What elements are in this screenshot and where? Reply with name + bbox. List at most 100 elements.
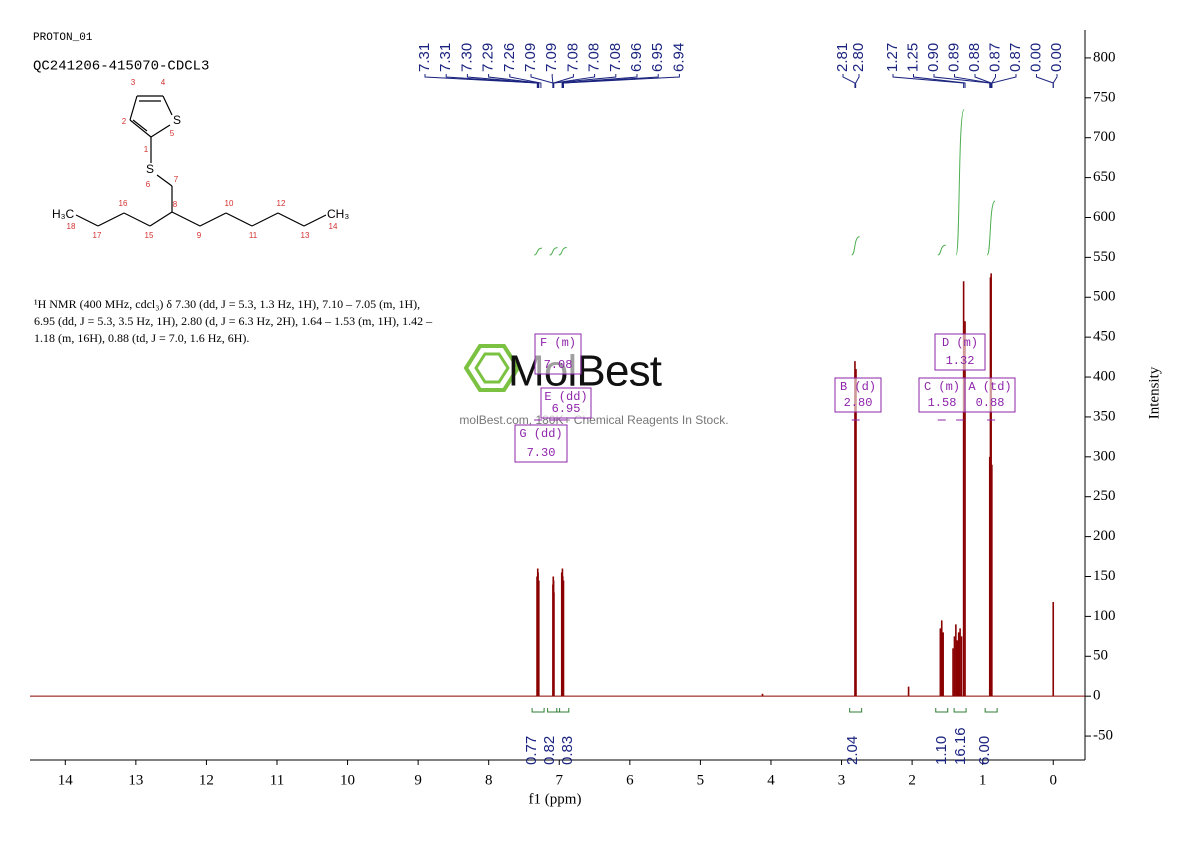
multiplet-label: A (td) — [968, 380, 1011, 394]
peak-label: 7.08 — [586, 43, 603, 72]
x-axis-label: f1 (ppm) — [529, 791, 582, 807]
peak-connector — [530, 74, 554, 88]
integral-bracket — [531, 708, 545, 713]
integral-label: 0.83 — [559, 736, 576, 765]
multiplet-label: B (d) — [840, 380, 876, 394]
atom-locant: 18 — [67, 222, 76, 231]
peak-label: 7.26 — [501, 43, 518, 72]
integral-curve — [937, 244, 946, 256]
y-tick-label: 0 — [1093, 688, 1101, 704]
atom-locant: 12 — [277, 199, 286, 208]
peak-connector — [509, 74, 542, 88]
peak-connector — [551, 74, 554, 88]
peak-connector — [855, 74, 860, 88]
atom-label: H₃C — [52, 207, 75, 221]
integral-bracket — [935, 708, 949, 713]
x-tick-label: 9 — [414, 772, 422, 788]
peak-label: 7.08 — [564, 43, 581, 72]
peak-connector — [562, 74, 680, 88]
multiplet-label: F (m) — [540, 336, 576, 350]
y-tick-label: 600 — [1093, 209, 1116, 225]
atom-locant: 10 — [225, 199, 234, 208]
peak-label: 0.89 — [945, 43, 962, 72]
y-tick-label: 100 — [1093, 608, 1116, 624]
atom-locant: 15 — [145, 231, 154, 240]
integral-curve — [558, 247, 567, 256]
atom-locant: 16 — [119, 199, 128, 208]
peak-connector — [488, 74, 540, 88]
y-tick-label: 150 — [1093, 568, 1116, 584]
atom-locant: 13 — [301, 231, 310, 240]
multiplet-box — [964, 377, 1016, 413]
header-line: PROTON_01 — [33, 32, 93, 44]
peak-label: 0.87 — [986, 43, 1003, 72]
y-tick-label: 500 — [1093, 289, 1116, 305]
x-tick-label: 2 — [908, 772, 916, 788]
watermark-brand: MolBest — [508, 347, 662, 396]
integral-bracket — [547, 708, 561, 713]
integral-bracket — [849, 708, 863, 713]
x-tick-label: 6 — [626, 772, 634, 788]
peak-connector — [991, 74, 996, 88]
atom-locant: 2 — [122, 117, 127, 126]
integral-curve — [986, 200, 996, 256]
y-tick-label: 350 — [1093, 408, 1116, 424]
atom-locant: 17 — [93, 231, 102, 240]
peak-label: 7.09 — [522, 43, 539, 72]
integral-curve — [851, 236, 860, 256]
multiplet-shift: 1.58 — [928, 396, 957, 410]
multiplet-label: G (dd) — [519, 427, 562, 441]
peak-label: 7.08 — [607, 43, 624, 72]
x-tick-label: 1 — [979, 772, 987, 788]
peak-label: 0.00 — [1048, 43, 1065, 72]
atom-locant: 8 — [173, 200, 178, 209]
x-tick-label: 0 — [1049, 772, 1057, 788]
integral-bracket — [556, 708, 570, 713]
x-tick-label: 7 — [556, 772, 564, 788]
multiplet-box — [934, 333, 986, 371]
y-tick-label: -50 — [1093, 728, 1113, 744]
y-tick-label: 450 — [1093, 329, 1116, 345]
peak-label: 2.81 — [834, 43, 851, 72]
peak-connector — [1036, 74, 1054, 88]
peak-label: 7.31 — [437, 43, 454, 72]
integral-label: 1.10 — [933, 736, 950, 765]
x-tick-label: 3 — [838, 772, 846, 788]
peak-connector — [553, 74, 617, 88]
peak-connector — [842, 74, 856, 88]
multiplet-label: E (dd) — [544, 390, 587, 404]
peak-label: 0.00 — [1027, 43, 1044, 72]
atom-locant: 6 — [146, 180, 151, 189]
peak-label: 7.30 — [458, 43, 475, 72]
peak-connector — [892, 74, 965, 88]
multiplet-shift: 6.95 — [552, 402, 581, 416]
y-tick-label: 700 — [1093, 129, 1116, 145]
x-tick-label: 11 — [270, 772, 284, 788]
atom-locant: 4 — [161, 78, 166, 87]
y-tick-label: 50 — [1093, 648, 1108, 664]
multiplet-label: D (m) — [942, 336, 978, 350]
peak-label: 0.87 — [1007, 43, 1024, 72]
peak-label: 7.09 — [543, 43, 560, 72]
atom-locant: 7 — [174, 175, 179, 184]
multiplet-shift: 7.30 — [527, 446, 556, 460]
peak-connector — [933, 74, 991, 88]
y-axis-label: Intensity — [1146, 366, 1162, 419]
atom-label: CH₃ — [327, 207, 349, 221]
peak-connector — [974, 74, 992, 88]
watermark-tagline: molBest.com, 180K+ Chemical Reagents In … — [459, 413, 728, 427]
peak-label: 1.27 — [884, 43, 901, 72]
peak-label: 2.80 — [850, 43, 867, 72]
atom-locant: 11 — [249, 231, 258, 240]
peak-connector — [954, 74, 991, 88]
multiplet-box — [514, 424, 568, 463]
multiplet-shift: 0.88 — [976, 396, 1005, 410]
multiplet-shift: 7.08 — [544, 358, 573, 372]
x-tick-label: 4 — [767, 772, 775, 788]
integral-curve — [955, 109, 965, 256]
multiplet-label: C (m) — [924, 380, 960, 394]
integral-label: 0.77 — [523, 736, 540, 765]
x-tick-label: 13 — [128, 772, 143, 788]
peak-label: 0.90 — [925, 43, 942, 72]
